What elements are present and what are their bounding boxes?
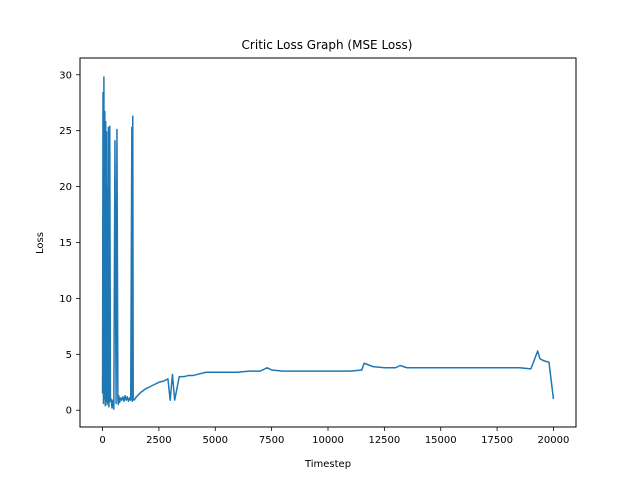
y-tick-label: 10 xyxy=(59,294,72,305)
x-axis-label: Timestep xyxy=(304,459,351,470)
x-tick-label: 20000 xyxy=(538,435,570,446)
x-tick-label: 5000 xyxy=(203,435,228,446)
x-tick-label: 12500 xyxy=(368,435,400,446)
y-axis: 0 5 10 15 20 25 30 xyxy=(59,70,80,417)
y-axis-label: Loss xyxy=(35,232,46,254)
y-tick-label: 0 xyxy=(66,406,72,417)
x-tick-label: 7500 xyxy=(259,435,284,446)
chart-title: Critic Loss Graph (MSE Loss) xyxy=(242,38,413,52)
y-tick-label: 30 xyxy=(59,70,72,81)
series-line-0 xyxy=(101,76,555,410)
x-tick-label: 15000 xyxy=(425,435,457,446)
x-axis: 0 2500 5000 7500 10000 12500 15000 17500 20000 xyxy=(99,427,569,446)
x-tick-label: 10000 xyxy=(312,435,344,446)
y-tick-label: 25 xyxy=(59,126,72,137)
plot-area xyxy=(101,76,555,410)
y-tick-label: 5 xyxy=(66,350,72,361)
x-tick-label: 2500 xyxy=(146,435,171,446)
y-tick-label: 15 xyxy=(59,238,72,249)
x-tick-label: 0 xyxy=(99,435,105,446)
x-tick-label: 17500 xyxy=(481,435,513,446)
y-tick-label: 20 xyxy=(59,182,72,193)
